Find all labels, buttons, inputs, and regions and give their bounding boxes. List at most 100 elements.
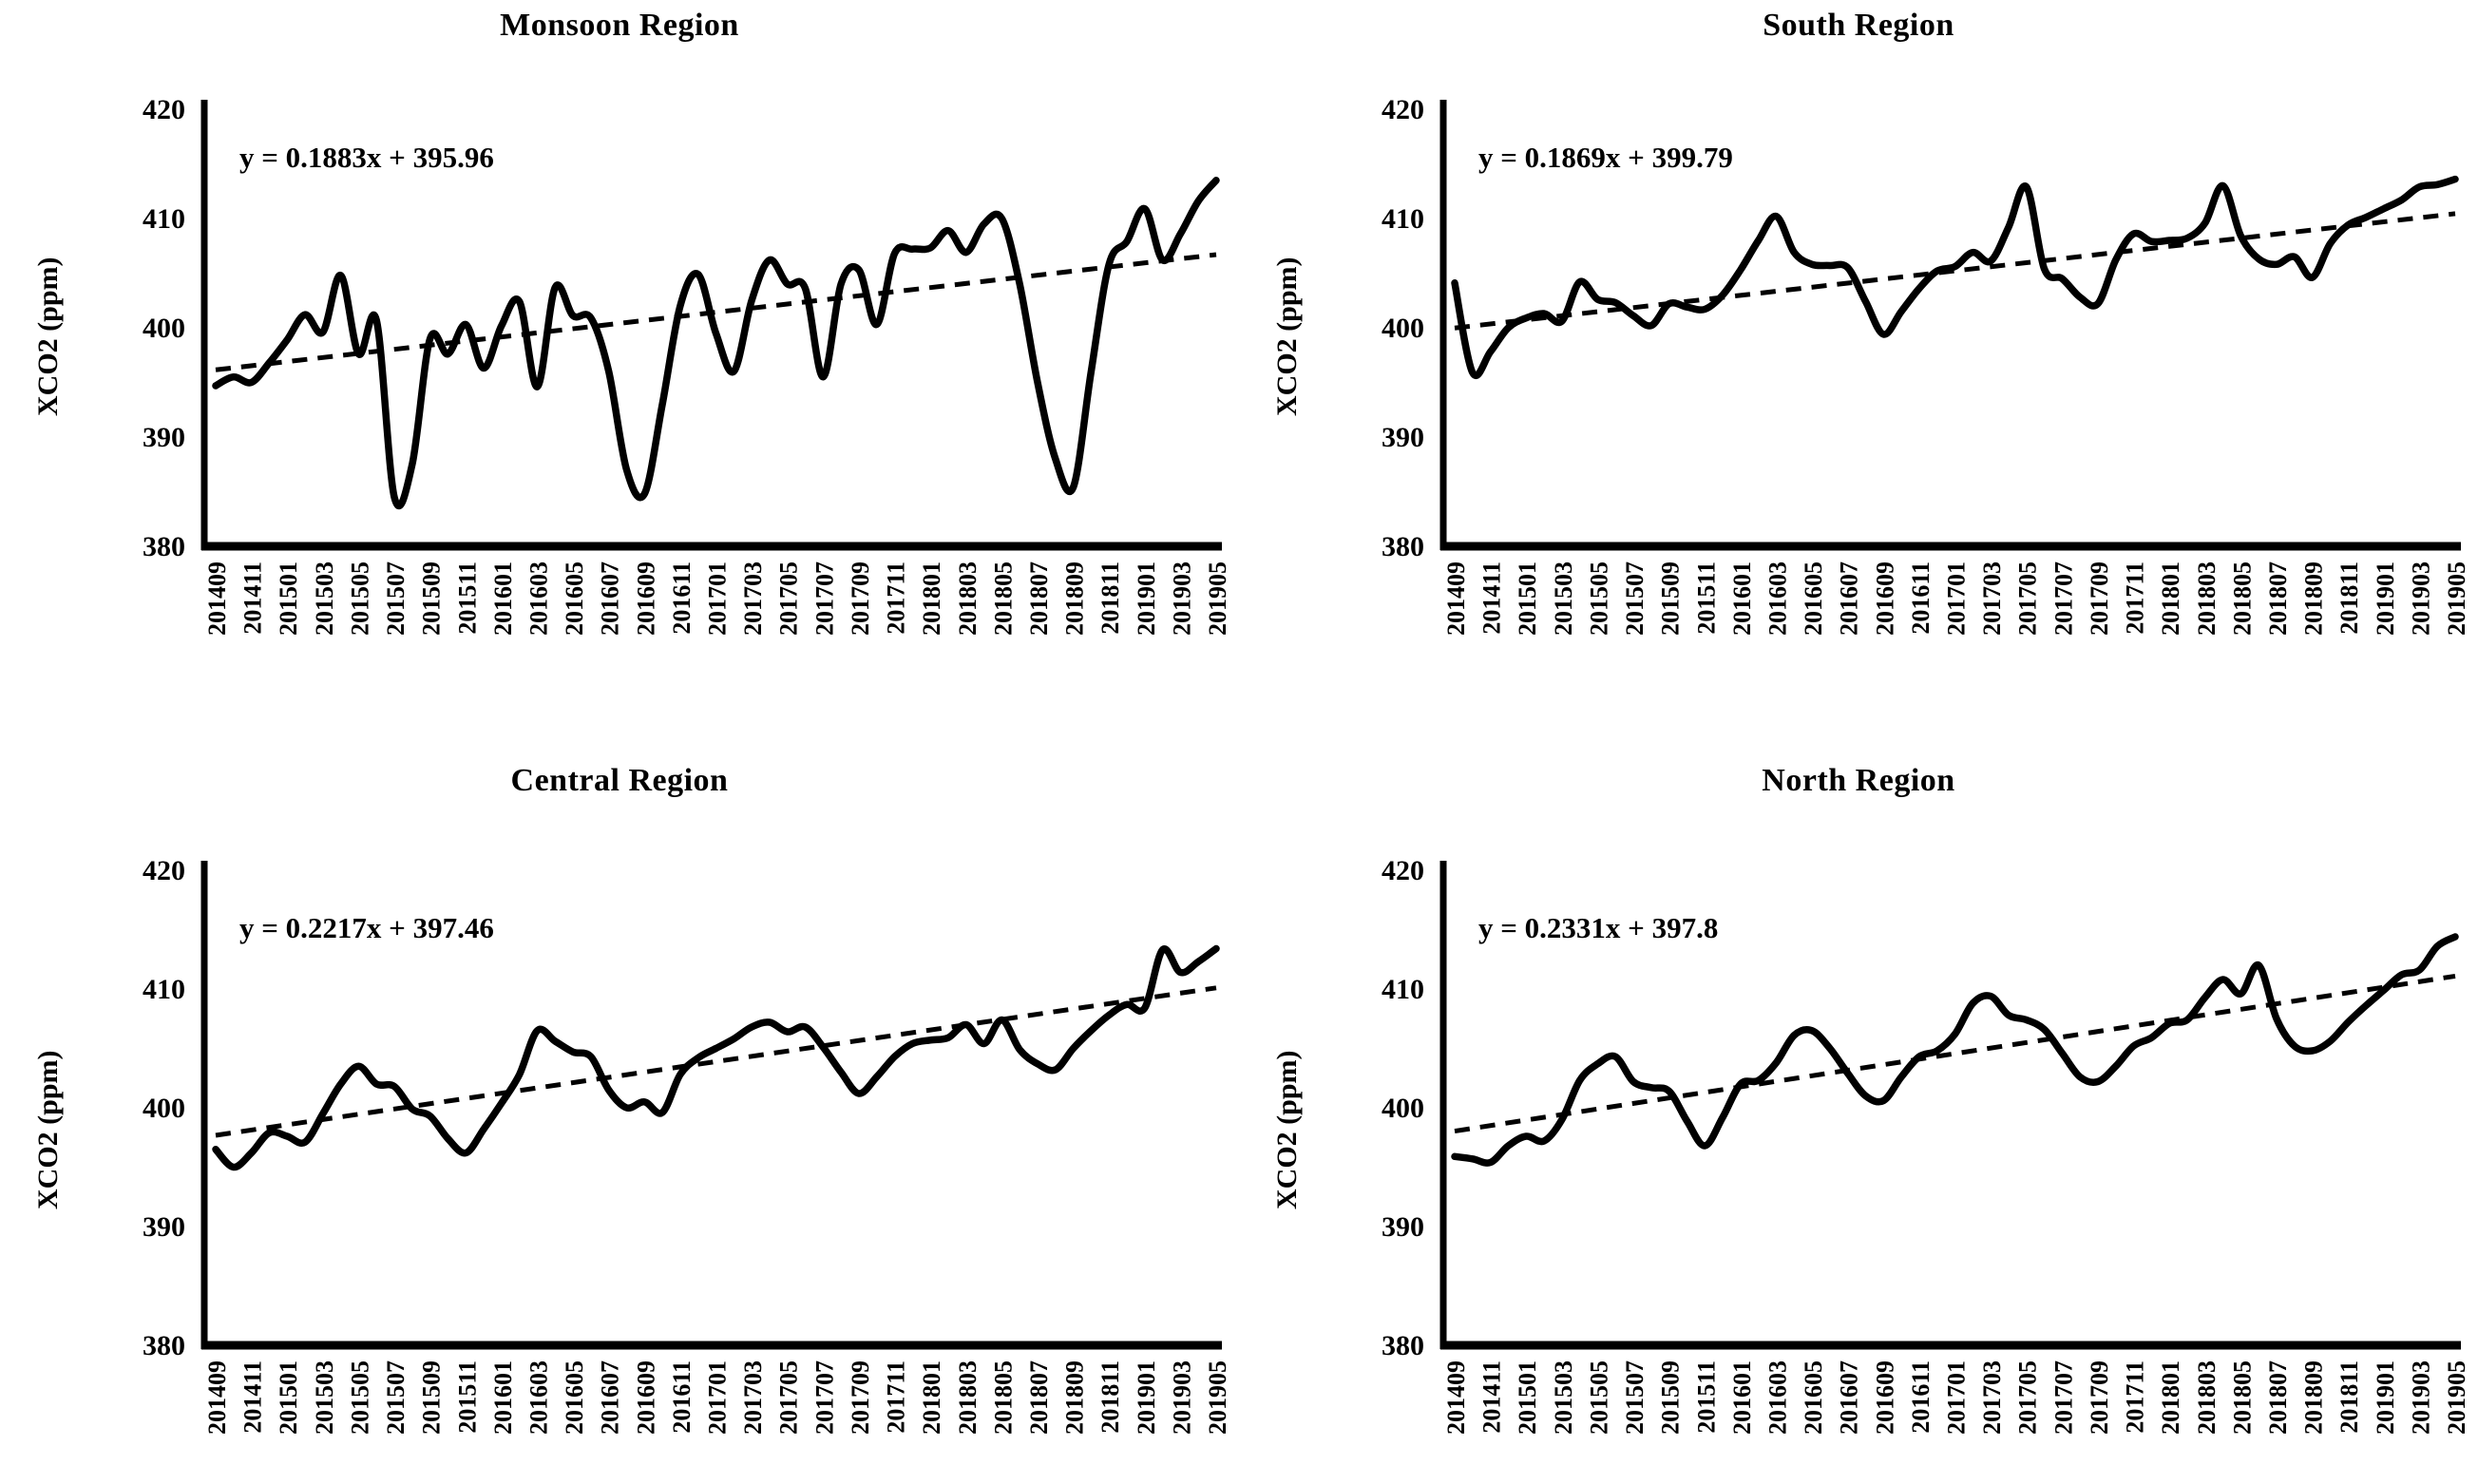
y-tick-label: 380 xyxy=(143,1330,185,1361)
x-tick-label: 201701 xyxy=(704,1360,732,1435)
x-tick-label: 201605 xyxy=(561,561,588,636)
x-tick-label: 201505 xyxy=(1585,1360,1612,1435)
chart-central-region: Central Region XCO2 (ppm) y = 0.2217x + … xyxy=(0,742,1239,1484)
x-tick-label: 201609 xyxy=(1871,1360,1898,1435)
x-tick-label: 201409 xyxy=(1442,561,1470,636)
chart-title: South Region xyxy=(1763,8,1954,43)
x-tick-label: 201601 xyxy=(1728,561,1756,636)
x-tick-label: 201711 xyxy=(2122,561,2149,635)
x-tick-label: 201803 xyxy=(2193,561,2221,636)
x-tick-label: 201901 xyxy=(1133,561,1160,636)
plot-canvas: 420 410 400 390 380 201409 201411 201501 201503 2… xyxy=(1382,855,2470,1435)
x-tick-label: 201605 xyxy=(1800,561,1827,636)
x-tick-label: 201803 xyxy=(954,1360,982,1435)
x-tick-label: 201611 xyxy=(1907,561,1935,635)
x-tick-label: 201709 xyxy=(2086,561,2113,636)
x-tick-label: 201601 xyxy=(489,561,517,636)
x-tick-label: 201811 xyxy=(2335,1360,2363,1434)
x-tick-label: 201703 xyxy=(739,561,767,636)
x-tick-label: 201811 xyxy=(1096,561,1124,635)
x-tick-label: 201805 xyxy=(989,1360,1017,1435)
x-tick-label: 201805 xyxy=(2228,1360,2256,1435)
x-tick-label: 201509 xyxy=(1657,1360,1685,1435)
y-tick-label: 400 xyxy=(1382,313,1424,344)
x-tick-label: 201811 xyxy=(2335,561,2363,635)
x-tick-label: 201607 xyxy=(1836,561,1863,636)
x-tick-label: 201709 xyxy=(2086,1360,2113,1435)
x-tick-label: 201509 xyxy=(1657,561,1685,636)
x-tick-label: 201803 xyxy=(954,561,982,636)
x-tick-label: 201903 xyxy=(1168,1360,1195,1435)
x-tick-label: 201501 xyxy=(275,1360,302,1435)
y-tick-label: 390 xyxy=(1382,1211,1424,1243)
x-tick-label: 201511 xyxy=(453,561,481,635)
x-tick-label: 201807 xyxy=(2264,1360,2292,1435)
x-tick-label: 201609 xyxy=(632,1360,659,1435)
trend-equation-label: y = 0.1869x + 399.79 xyxy=(1478,141,1733,174)
chart-south-region: South Region XCO2 (ppm) y = 0.1869x + 39… xyxy=(1239,0,2478,742)
x-tick-label: 201711 xyxy=(883,561,910,635)
x-tick-label: 201611 xyxy=(668,1360,696,1434)
xco2-series-line xyxy=(212,944,1220,1171)
x-tick-label: 201603 xyxy=(1763,561,1791,636)
x-tick-label: 201501 xyxy=(275,561,302,636)
x-tick-label: 201409 xyxy=(1442,1360,1470,1435)
x-tick-label: 201511 xyxy=(1692,561,1720,635)
x-tick-label: 201809 xyxy=(2300,561,2328,636)
y-tick-label: 390 xyxy=(1382,422,1424,453)
x-tick-label: 201507 xyxy=(382,561,410,636)
trend-equation-label: y = 0.2331x + 397.8 xyxy=(1478,911,1719,944)
x-tick-label: 201901 xyxy=(2372,561,2399,636)
x-tick-label: 201409 xyxy=(203,1360,231,1435)
y-tick-label: 380 xyxy=(1382,531,1424,562)
plot-canvas: 420 410 400 390 380 201409 201411 201501 201503 2… xyxy=(1382,94,2470,636)
x-tick-label: 201809 xyxy=(1061,561,1089,636)
x-tick-label: 201711 xyxy=(883,1360,910,1434)
y-tick-label: 420 xyxy=(143,94,185,125)
x-tick-label: 201701 xyxy=(704,561,732,636)
x-tick-label: 201507 xyxy=(1621,1360,1649,1435)
x-tick-label: 201807 xyxy=(2264,561,2292,636)
x-tick-label: 201901 xyxy=(1133,1360,1160,1435)
x-tick-label: 201903 xyxy=(2407,1360,2434,1435)
y-tick-label: 400 xyxy=(143,313,185,344)
x-tick-label: 201605 xyxy=(1800,1360,1827,1435)
x-tick-label: 201905 xyxy=(1204,1360,1231,1435)
x-tick-label: 201611 xyxy=(1907,1360,1935,1434)
x-tick-label: 201503 xyxy=(311,561,338,636)
x-tick-label: 201703 xyxy=(1978,1360,2006,1435)
x-tick-label: 201609 xyxy=(632,561,659,636)
x-tick-label: 201705 xyxy=(775,1360,803,1435)
x-tick-label: 201803 xyxy=(2193,1360,2221,1435)
x-tick-label: 201505 xyxy=(346,561,373,636)
x-tick-label: 201707 xyxy=(2049,561,2077,636)
y-tick-label: 420 xyxy=(143,855,185,886)
x-tick-label: 201705 xyxy=(2014,1360,2042,1435)
x-tick-label: 201411 xyxy=(239,1360,267,1434)
x-tick-label: 201709 xyxy=(847,561,874,636)
x-tick-label: 201409 xyxy=(203,561,231,636)
x-tick-label: 201711 xyxy=(2122,1360,2149,1434)
x-tick-label: 201503 xyxy=(311,1360,338,1435)
x-tick-label: 201901 xyxy=(2372,1360,2399,1435)
x-tick-label: 201809 xyxy=(1061,1360,1089,1435)
x-tick-label: 201709 xyxy=(847,1360,874,1435)
x-tick-label: 201503 xyxy=(1550,1360,1577,1435)
x-tick-label: 201801 xyxy=(2157,561,2184,636)
chart-monsoon-region: Monsoon Region XCO2 (ppm) y = 0.1883x + … xyxy=(0,0,1239,742)
x-tick-label: 201801 xyxy=(2157,1360,2184,1435)
chart-title: Monsoon Region xyxy=(500,8,739,43)
x-tick-label: 201807 xyxy=(1025,561,1053,636)
x-tick-label: 201701 xyxy=(1943,561,1971,636)
y-tick-label: 410 xyxy=(1382,203,1424,235)
x-tick-label: 201601 xyxy=(489,1360,517,1435)
y-tick-label: 390 xyxy=(143,1211,185,1243)
x-tick-label: 201507 xyxy=(1621,561,1649,636)
x-tick-label: 201511 xyxy=(453,1360,481,1434)
chart-title: North Region xyxy=(1762,763,1955,798)
x-tick-label: 201507 xyxy=(382,1360,410,1435)
x-tick-label: 201805 xyxy=(989,561,1017,636)
y-tick-label: 380 xyxy=(1382,1330,1424,1361)
x-tick-label: 201703 xyxy=(739,1360,767,1435)
